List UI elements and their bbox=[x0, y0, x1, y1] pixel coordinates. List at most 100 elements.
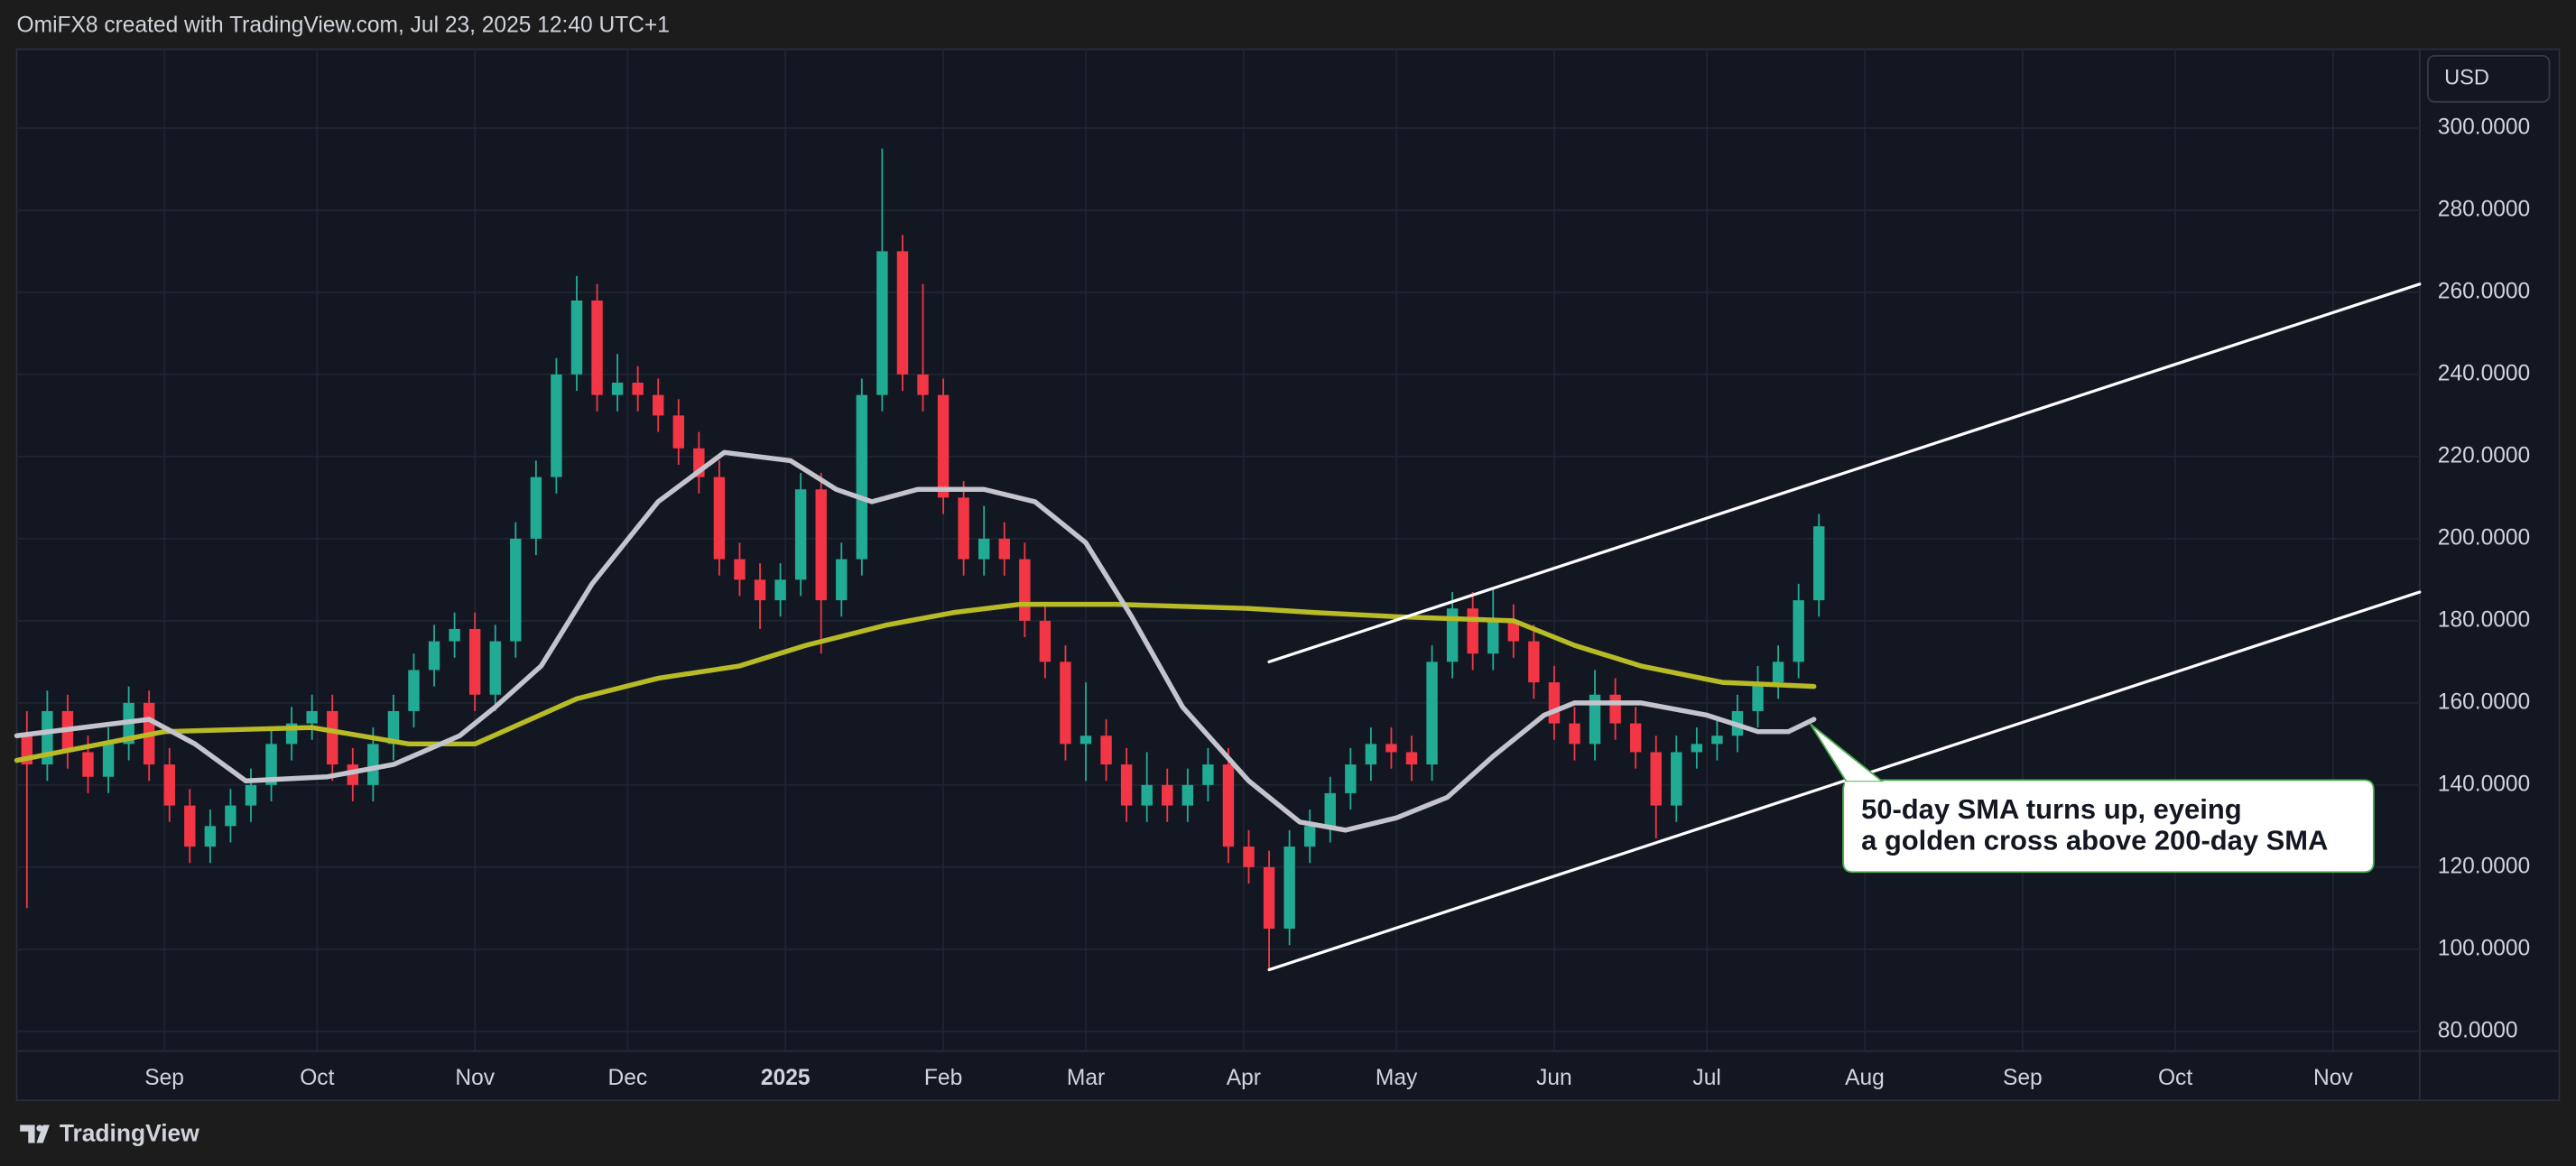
candle-body bbox=[653, 394, 664, 416]
candle-body bbox=[632, 382, 644, 395]
candle-body bbox=[1467, 608, 1478, 654]
candle-body bbox=[1629, 723, 1642, 753]
candle-body bbox=[42, 710, 53, 765]
candle-body bbox=[1181, 784, 1194, 806]
y-tick-label: 220.0000 bbox=[2438, 443, 2530, 467]
logo-dot bbox=[36, 1124, 43, 1132]
callout-cover bbox=[1844, 782, 1895, 792]
candle-body bbox=[836, 559, 848, 601]
candle-body bbox=[998, 538, 1010, 560]
candle-body bbox=[1365, 744, 1377, 765]
x-tick-label: Jun bbox=[1536, 1066, 1572, 1090]
candle-body bbox=[265, 744, 277, 785]
candle-body bbox=[245, 784, 257, 806]
x-tick-label: Oct bbox=[2158, 1066, 2192, 1090]
candle-body bbox=[1548, 682, 1561, 724]
candle-body bbox=[1283, 847, 1295, 930]
candle-body bbox=[1405, 752, 1418, 765]
candle-body bbox=[367, 744, 379, 785]
candle-body bbox=[937, 394, 950, 498]
x-tick-label: Dec bbox=[608, 1066, 648, 1090]
candle-body bbox=[1141, 784, 1153, 806]
x-tick-label: Feb bbox=[924, 1066, 962, 1090]
candle-body bbox=[1446, 608, 1459, 662]
y-tick-label: 280.0000 bbox=[2438, 197, 2530, 221]
candle-body bbox=[408, 670, 420, 711]
candle-body bbox=[591, 301, 603, 395]
candle-body bbox=[163, 764, 175, 806]
candle-body bbox=[815, 489, 827, 601]
candle-body bbox=[82, 752, 94, 777]
candle-body bbox=[225, 805, 236, 827]
candle-body bbox=[1080, 736, 1092, 745]
moving-average bbox=[14, 601, 1817, 763]
candle-body bbox=[1793, 600, 1804, 662]
candle-body bbox=[896, 251, 909, 375]
footer: TradingView bbox=[60, 1119, 199, 1146]
candle-body bbox=[1324, 792, 1336, 827]
annotation-text: 50-day SMA turns up, eyeing bbox=[1861, 793, 2242, 825]
candle-body bbox=[102, 744, 115, 777]
candle-body bbox=[774, 579, 786, 601]
candle-body bbox=[1120, 764, 1133, 806]
axes: 80.0000 100.0000 120.0000 140.0000 160.0000 1… bbox=[144, 115, 2530, 1090]
moving-average bbox=[14, 449, 1817, 833]
candle-body bbox=[449, 628, 460, 642]
annotation-text: a golden cross above 200-day SMA bbox=[1861, 825, 2328, 856]
candle-body bbox=[1162, 784, 1173, 806]
candle-body bbox=[1222, 764, 1235, 847]
candle-body bbox=[468, 628, 481, 695]
y-tick-label: 160.0000 bbox=[2438, 689, 2530, 714]
candle-body bbox=[510, 538, 522, 642]
candle-body bbox=[184, 805, 196, 847]
candle-body bbox=[1569, 723, 1580, 745]
candle-body bbox=[1426, 662, 1438, 765]
y-tick-label: 240.0000 bbox=[2438, 361, 2530, 385]
candle-body bbox=[1813, 526, 1825, 601]
y-tick-label: 80.0000 bbox=[2438, 1018, 2518, 1042]
x-tick-label: Mar bbox=[1067, 1066, 1105, 1090]
plot bbox=[14, 148, 2422, 972]
candle-body bbox=[1752, 682, 1764, 711]
y-tick-label: 200.0000 bbox=[2438, 525, 2530, 550]
y-tick-label: 120.0000 bbox=[2438, 854, 2530, 878]
x-tick-label: Apr bbox=[1227, 1066, 1261, 1090]
currency-label[interactable]: USD bbox=[2444, 67, 2489, 90]
x-tick-label: Aug bbox=[1845, 1066, 1885, 1090]
y-tick-label: 100.0000 bbox=[2438, 936, 2530, 960]
candle-body bbox=[734, 559, 746, 580]
candle-body bbox=[551, 374, 562, 477]
candle-body bbox=[1202, 764, 1214, 785]
candle-body bbox=[1487, 620, 1499, 654]
candle-body bbox=[754, 579, 766, 601]
candle-body bbox=[1609, 694, 1621, 724]
x-tick-label: May bbox=[1376, 1066, 1418, 1090]
y-tick-label: 140.0000 bbox=[2438, 772, 2530, 796]
candle-body bbox=[327, 710, 338, 765]
candle-body bbox=[428, 641, 440, 671]
candle-body bbox=[1303, 826, 1316, 847]
candle-body bbox=[1263, 866, 1275, 930]
currency-button[interactable] bbox=[2426, 54, 2551, 103]
candle-body bbox=[876, 251, 888, 395]
x-tick-label: Oct bbox=[300, 1066, 334, 1090]
candle-body bbox=[1100, 736, 1112, 765]
y-tick-label: 180.0000 bbox=[2438, 607, 2530, 632]
candle-body bbox=[530, 477, 542, 539]
candle-body bbox=[570, 301, 583, 375]
candle-body bbox=[1671, 752, 1682, 806]
candle-body bbox=[1691, 744, 1703, 753]
x-tick-label: 2025 bbox=[761, 1066, 811, 1090]
candle-body bbox=[1772, 662, 1784, 683]
candle-body bbox=[794, 489, 807, 580]
x-tick-label: Jul bbox=[1692, 1066, 1720, 1090]
x-tick-label: Sep bbox=[144, 1066, 184, 1090]
candle-body bbox=[1039, 620, 1052, 662]
trend-line bbox=[1267, 590, 2422, 972]
candle-body bbox=[958, 497, 969, 560]
x-tick-label: Nov bbox=[2313, 1066, 2353, 1090]
candle-body bbox=[1243, 847, 1255, 867]
callout-box bbox=[1842, 779, 2375, 874]
